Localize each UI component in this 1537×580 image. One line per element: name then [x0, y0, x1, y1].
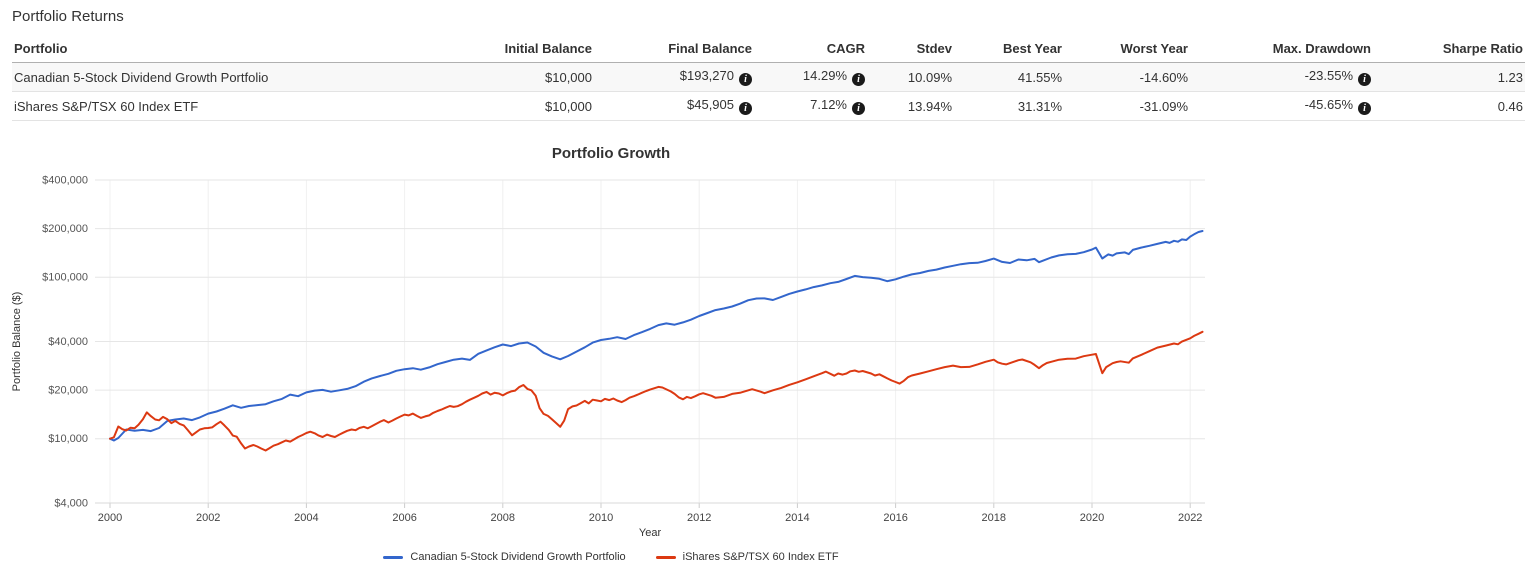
- y-tick-label: $20,000: [48, 385, 88, 397]
- x-tick-label: 2020: [1080, 512, 1104, 524]
- info-icon[interactable]: i: [1358, 73, 1371, 86]
- column-header-worst-year: Worst Year: [1064, 36, 1190, 63]
- y-axis-title: Portfolio Balance ($): [11, 292, 23, 392]
- x-tick-label: 2004: [294, 512, 318, 524]
- x-tick-label: 2016: [883, 512, 907, 524]
- x-tick-label: 2000: [98, 512, 122, 524]
- info-icon[interactable]: i: [1358, 102, 1371, 115]
- x-tick-label: 2022: [1178, 512, 1202, 524]
- cell-initial-balance: $10,000: [402, 91, 594, 121]
- x-tick-label: 2012: [687, 512, 711, 524]
- column-header-portfolio: Portfolio: [12, 36, 402, 63]
- cell-best-year: 41.55%: [954, 62, 1064, 92]
- table-row: Canadian 5-Stock Dividend Growth Portfol…: [12, 62, 1525, 92]
- cell-stdev: 13.94%: [867, 91, 954, 121]
- x-tick-label: 2008: [491, 512, 515, 524]
- cell-portfolio-name: Canadian 5-Stock Dividend Growth Portfol…: [12, 62, 402, 92]
- cell-best-year: 31.31%: [954, 91, 1064, 121]
- cell-max-drawdown: -45.65% i: [1190, 91, 1373, 121]
- column-header-initial-balance: Initial Balance: [402, 36, 594, 63]
- cell-stdev: 10.09%: [867, 62, 954, 92]
- x-axis-title: Year: [639, 527, 662, 539]
- legend-item-dividend-portfolio[interactable]: Canadian 5-Stock Dividend Growth Portfol…: [383, 551, 626, 563]
- x-tick-label: 2006: [392, 512, 416, 524]
- cell-sharpe-ratio: 0.46: [1373, 91, 1525, 121]
- info-icon[interactable]: i: [852, 102, 865, 115]
- y-tick-label: $400,000: [42, 175, 88, 187]
- column-header-best-year: Best Year: [954, 36, 1064, 63]
- legend-label: iShares S&P/TSX 60 Index ETF: [682, 551, 839, 563]
- series-line-1[interactable]: [109, 330, 1204, 452]
- cell-worst-year: -14.60%: [1064, 62, 1190, 92]
- x-tick-label: 2014: [785, 512, 809, 524]
- column-header-final-balance: Final Balance: [594, 36, 754, 63]
- column-header-max-drawdown: Max. Drawdown: [1190, 36, 1373, 63]
- cell-cagr: 7.12% i: [754, 91, 867, 121]
- cell-initial-balance: $10,000: [402, 62, 594, 92]
- x-tick-label: 2002: [196, 512, 220, 524]
- cell-max-drawdown: -23.55% i: [1190, 62, 1373, 92]
- column-header-sharpe-ratio: Sharpe Ratio: [1373, 36, 1525, 63]
- blue-line-swatch-icon: [383, 555, 404, 559]
- x-tick-label: 2010: [589, 512, 613, 524]
- y-tick-label: $40,000: [48, 336, 88, 348]
- y-tick-label: $4,000: [54, 498, 88, 510]
- chart-legend: Canadian 5-Stock Dividend Growth Portfol…: [0, 551, 1222, 563]
- info-icon[interactable]: i: [739, 102, 752, 115]
- x-tick-label: 2018: [982, 512, 1006, 524]
- info-icon[interactable]: i: [852, 73, 865, 86]
- info-icon[interactable]: i: [739, 73, 752, 86]
- table-row: iShares S&P/TSX 60 Index ETF $10,000 $45,9…: [12, 91, 1525, 121]
- legend-label: Canadian 5-Stock Dividend Growth Portfol…: [410, 551, 626, 563]
- cell-worst-year: -31.09%: [1064, 91, 1190, 121]
- column-header-stdev: Stdev: [867, 36, 954, 63]
- cell-sharpe-ratio: 1.23: [1373, 62, 1525, 92]
- series-line-0[interactable]: [109, 230, 1204, 442]
- y-tick-label: $100,000: [42, 272, 88, 284]
- cell-final-balance: $45,905 i: [594, 91, 754, 121]
- chart-title: Portfolio Growth: [551, 145, 671, 162]
- red-line-swatch-icon: [655, 555, 676, 559]
- y-tick-label: $10,000: [48, 433, 88, 445]
- cell-cagr: 14.29% i: [754, 62, 867, 92]
- legend-item-index-etf[interactable]: iShares S&P/TSX 60 Index ETF: [655, 551, 839, 563]
- portfolio-returns-table: Portfolio Initial Balance Final Balance …: [12, 36, 1525, 121]
- page-title: Portfolio Returns: [12, 8, 124, 25]
- column-header-cagr: CAGR: [754, 36, 867, 63]
- cell-portfolio-name: iShares S&P/TSX 60 Index ETF: [12, 91, 402, 121]
- y-tick-label: $200,000: [42, 223, 88, 235]
- table-header-row: Portfolio Initial Balance Final Balance …: [12, 36, 1525, 63]
- cell-final-balance: $193,270 i: [594, 62, 754, 92]
- portfolio-growth-chart[interactable]: 2000 2002 2004 2006 2008 2010 2012 2014 2016 2018…: [0, 168, 1222, 540]
